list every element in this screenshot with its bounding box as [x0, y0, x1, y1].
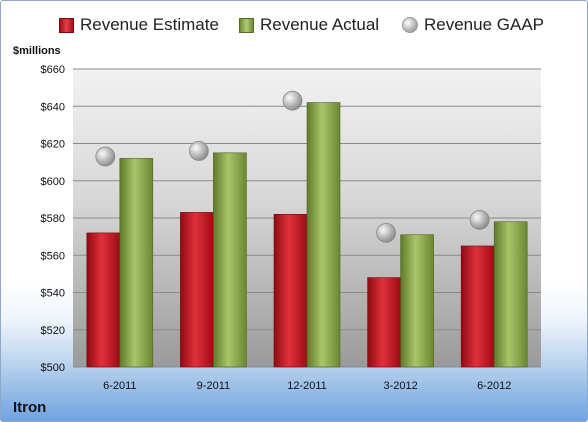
legend-label-gaap: Revenue GAAP	[424, 15, 545, 34]
x-tick-label: 9-2011	[197, 380, 230, 392]
x-tick-label: 6-2012	[477, 380, 511, 392]
y-tick-label: $540	[41, 288, 65, 300]
actual-swatch-icon	[239, 17, 254, 33]
company-name: Itron	[13, 399, 47, 416]
marker-revenue-gaap	[282, 90, 303, 111]
y-tick-label: $520	[41, 325, 65, 337]
bar-revenue-actual	[213, 152, 247, 368]
y-tick-label: $620	[41, 139, 65, 151]
legend-item-gaap: Revenue GAAP	[402, 15, 544, 35]
bar-revenue-estimate	[460, 245, 495, 368]
legend-label-actual: Revenue Actual	[260, 15, 380, 34]
x-tick-label: 12-2011	[287, 380, 327, 392]
bar-revenue-actual	[119, 158, 154, 368]
bar-revenue-estimate	[180, 212, 214, 368]
y-tick-label: $660	[41, 64, 65, 76]
marker-revenue-gaap	[188, 141, 209, 161]
gaap-markers	[95, 90, 490, 243]
legend-item-actual: Revenue Actual	[239, 15, 379, 35]
bars	[86, 102, 528, 368]
bar-revenue-estimate	[86, 232, 121, 368]
x-axis-ticks: 6-2011 9-2011 12-2011 3-2012 6-2012	[103, 380, 511, 392]
y-axis-ticks: $500 $520 $540 $560 $580 $600 $620 $640 $660	[41, 64, 65, 374]
bar-revenue-actual	[306, 102, 341, 368]
x-tick-label: 3-2012	[383, 380, 417, 392]
y-tick-label: $500	[41, 362, 65, 374]
legend-item-estimate: Revenue Estimate	[59, 15, 219, 35]
legend: Revenue Estimate Revenue Actual Revenue …	[1, 15, 587, 45]
x-tick-label: 6-2011	[103, 380, 136, 392]
y-tick-label: $640	[41, 101, 65, 113]
marker-revenue-gaap	[469, 209, 490, 230]
y-tick-label: $560	[41, 250, 65, 262]
bar-revenue-actual	[493, 221, 528, 368]
bar-revenue-estimate	[367, 277, 401, 368]
bar-revenue-estimate	[273, 213, 308, 368]
estimate-swatch-icon	[59, 17, 74, 33]
bar-revenue-actual	[400, 234, 434, 368]
legend-label-estimate: Revenue Estimate	[80, 15, 219, 34]
marker-revenue-gaap	[95, 146, 116, 167]
y-tick-label: $580	[41, 213, 65, 225]
marker-revenue-gaap	[376, 222, 397, 243]
y-axis-unit-label: $millions	[13, 45, 61, 57]
y-tick-label: $600	[41, 176, 65, 188]
gaap-marker-icon	[402, 17, 418, 33]
